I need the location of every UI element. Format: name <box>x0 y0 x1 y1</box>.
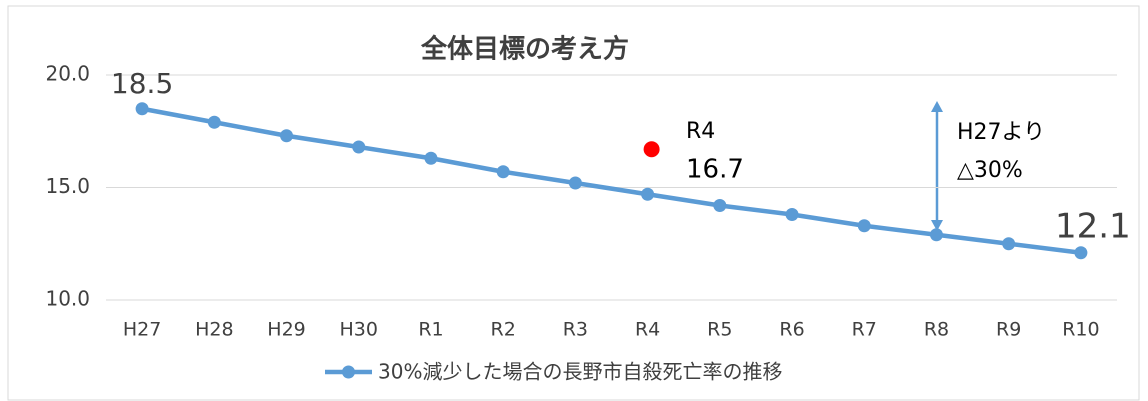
data-point <box>207 115 221 129</box>
y-tick-label: 20.0 <box>45 62 90 86</box>
highlight-category: R4 <box>686 119 715 144</box>
data-point <box>424 151 438 165</box>
chart-frame <box>7 5 1140 401</box>
arrow-head <box>931 101 943 112</box>
x-tick-label: R10 <box>1062 319 1099 341</box>
x-tick-label: H30 <box>340 319 378 341</box>
data-label: 12.1 <box>1055 206 1131 246</box>
data-point <box>785 208 799 221</box>
data-point <box>135 102 149 116</box>
legend-marker <box>342 365 355 379</box>
highlight-label: 16.7 <box>686 155 744 185</box>
data-point <box>568 176 582 190</box>
data-point <box>929 228 943 242</box>
data-point <box>713 199 727 212</box>
x-tick-label: R6 <box>779 319 804 341</box>
y-tick-label: 10.0 <box>45 287 90 311</box>
data-point <box>857 219 871 233</box>
x-tick-label: R9 <box>996 319 1021 341</box>
data-point <box>496 165 510 179</box>
x-tick-label: R7 <box>852 319 877 341</box>
data-point <box>1002 237 1016 251</box>
chart-title: 全体目標の考え方 <box>420 34 629 65</box>
x-tick-label: R3 <box>563 319 588 341</box>
annotation: △30% <box>957 158 1023 183</box>
x-tick-label: H29 <box>267 319 305 341</box>
data-point <box>1074 246 1088 260</box>
arrow-head <box>931 220 943 231</box>
x-tick-label: R5 <box>707 319 732 341</box>
annotation: H27より <box>957 120 1045 145</box>
x-tick-label: R2 <box>491 319 516 341</box>
data-point <box>641 187 655 201</box>
data-point <box>352 140 366 154</box>
series-line <box>141 106 1082 255</box>
highlight-point <box>643 141 660 158</box>
data-label: 18.5 <box>111 67 173 100</box>
x-tick-label: R1 <box>418 319 443 341</box>
legend-label: 30%減少した場合の長野市自殺死亡率の推移 <box>378 360 782 384</box>
data-point <box>280 129 294 143</box>
x-tick-label: H28 <box>195 319 233 341</box>
x-tick-label: H27 <box>123 319 161 341</box>
x-tick-label: R8 <box>924 319 949 341</box>
x-tick-label: R4 <box>635 319 660 341</box>
y-tick-label: 15.0 <box>45 174 90 198</box>
